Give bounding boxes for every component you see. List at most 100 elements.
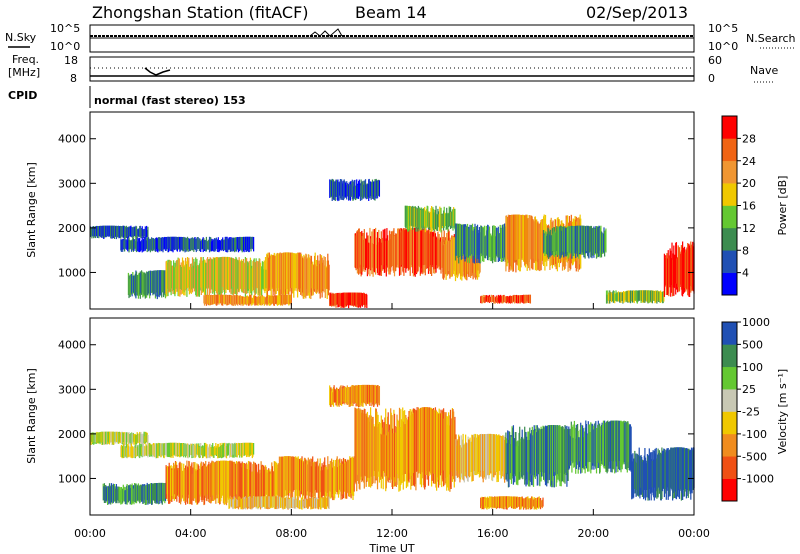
- heatmap-cell: [191, 257, 194, 293]
- heatmap-cell: [591, 423, 593, 470]
- date-label: 02/Sep/2013: [586, 3, 688, 22]
- heatmap-cell: [619, 292, 621, 303]
- colorbar-swatch: [722, 366, 737, 390]
- heatmap-cell: [259, 469, 261, 503]
- heatmap-cell: [453, 411, 455, 480]
- heatmap-cell: [451, 211, 453, 229]
- heatmap-cell: [548, 425, 550, 474]
- heatmap-cell: [261, 266, 263, 296]
- heatmap-cell: [247, 442, 250, 455]
- heatmap-cell: [614, 294, 616, 301]
- heatmap-cell: [135, 444, 138, 456]
- heatmap-cell: [347, 387, 349, 402]
- heatmap-cell: [105, 225, 107, 238]
- heatmap-cell: [468, 226, 470, 257]
- heatmap-cell: [135, 226, 138, 238]
- heatmap-cell: [377, 385, 379, 405]
- heatmap-cell: [636, 290, 638, 304]
- colorbar-swatch: [722, 138, 737, 162]
- heatmap-cell: [578, 437, 580, 470]
- heatmap-cell: [170, 260, 172, 296]
- heatmap-cell: [127, 227, 129, 239]
- heatmap-cell: [692, 447, 694, 490]
- heatmap-cell: [535, 497, 537, 510]
- heatmap-cell: [261, 465, 263, 501]
- heatmap-cell: [174, 461, 177, 500]
- heatmap-cell: [345, 387, 347, 403]
- heatmap-cell: [380, 433, 382, 480]
- heatmap-cell: [496, 496, 498, 507]
- heatmap-cell: [250, 442, 252, 455]
- heatmap-cell: [679, 251, 681, 285]
- y-tick-label: 4000: [58, 339, 86, 352]
- heatmap-cell: [692, 246, 694, 292]
- heatmap-cell: [323, 461, 325, 496]
- heatmap-cell: [174, 236, 177, 250]
- heatmap-cell: [312, 462, 314, 500]
- heatmap-cell: [328, 496, 330, 509]
- heatmap-cell: [502, 435, 504, 477]
- heatmap-cell: [222, 237, 224, 250]
- heatmap-cell: [153, 270, 155, 293]
- heatmap-cell: [490, 496, 492, 508]
- heatmap-cell: [291, 456, 293, 500]
- heatmap-cell: [563, 226, 565, 258]
- heatmap-cell: [181, 267, 183, 290]
- colorbar-swatch: [722, 227, 737, 251]
- heatmap-cell: [252, 496, 254, 509]
- heatmap-cell: [556, 230, 559, 257]
- heatmap-cell: [366, 384, 369, 404]
- heatmap-cell: [297, 252, 299, 291]
- heatmap-cell: [418, 228, 420, 267]
- heatmap-cell: [271, 496, 274, 508]
- heatmap-cell: [625, 291, 627, 303]
- heatmap-cell: [341, 179, 343, 199]
- heatmap-cell: [356, 385, 358, 404]
- heatmap-cell: [125, 240, 127, 249]
- heatmap-cell: [120, 226, 123, 237]
- heatmap-cell: [170, 236, 172, 252]
- heatmap-cell: [519, 497, 521, 510]
- heatmap-cell: [151, 444, 153, 457]
- heatmap-cell: [282, 252, 284, 294]
- heatmap-cell: [229, 295, 231, 304]
- heatmap-cell: [247, 460, 250, 505]
- heatmap-cell: [541, 428, 543, 473]
- count-tick-bottom-left: 10^0: [50, 40, 80, 53]
- heatmap-cell: [252, 443, 254, 457]
- heatmap-cell: [123, 240, 125, 249]
- heatmap-cell: [224, 236, 226, 251]
- colorbar-swatch: [722, 389, 737, 412]
- heatmap-cell: [280, 497, 282, 507]
- heatmap-cell: [375, 178, 377, 196]
- heatmap-cell: [198, 263, 201, 297]
- heatmap-cell: [211, 238, 213, 251]
- heatmap-cell: [644, 457, 647, 501]
- heatmap-cell: [198, 447, 201, 459]
- heatmap-cell: [168, 236, 170, 249]
- heatmap-cell: [97, 432, 99, 444]
- heatmap-cell: [535, 425, 537, 473]
- heatmap-cell: [157, 270, 160, 295]
- heatmap-cell: [116, 226, 118, 237]
- heatmap-cell: [153, 483, 155, 501]
- heatmap-cell: [205, 442, 207, 457]
- heatmap-cell: [397, 228, 399, 265]
- heatmap-cell: [191, 473, 194, 500]
- heatmap-cell: [483, 497, 485, 510]
- heatmap-cell: [230, 295, 233, 305]
- heatmap-cell: [278, 497, 280, 509]
- freq-unit-label: [MHz]: [8, 66, 40, 79]
- heatmap-cell: [407, 228, 409, 271]
- heatmap-cell: [427, 407, 429, 479]
- heatmap-cell: [263, 269, 265, 290]
- heatmap-cell: [617, 420, 619, 473]
- heatmap-cell: [675, 447, 677, 499]
- heatmap-cell: [338, 182, 340, 201]
- heatmap-cell: [125, 432, 127, 443]
- heatmap-cell: [166, 260, 168, 297]
- heatmap-cell: [190, 466, 192, 504]
- heatmap-cell: [241, 296, 243, 304]
- heatmap-cell: [398, 229, 401, 276]
- heatmap-cell: [274, 296, 276, 304]
